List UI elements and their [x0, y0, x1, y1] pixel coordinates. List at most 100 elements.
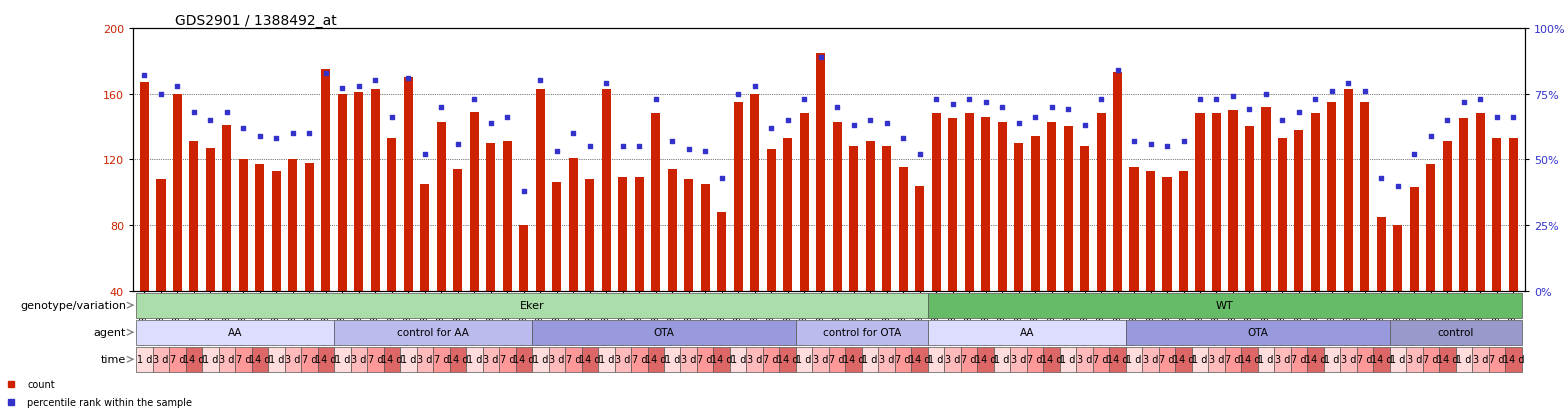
Bar [1031, 137, 1040, 291]
Bar [1390, 320, 1522, 345]
Bar [350, 347, 368, 372]
Point [511, 188, 536, 195]
Bar [1323, 347, 1340, 372]
Point [214, 109, 239, 116]
Point [1320, 88, 1345, 95]
Bar [582, 347, 597, 372]
Text: 7 d: 7 d [368, 354, 383, 364]
Bar [1129, 168, 1139, 291]
Bar [665, 347, 680, 372]
Text: 7 d: 7 d [1028, 354, 1043, 364]
Bar [400, 347, 416, 372]
Text: 14 d: 14 d [513, 354, 535, 364]
Text: 1 d: 1 d [730, 354, 746, 364]
Bar [1373, 347, 1390, 372]
Bar [222, 126, 231, 291]
Point [1336, 81, 1361, 87]
Bar [618, 178, 627, 291]
Bar [532, 320, 796, 345]
Bar [849, 147, 859, 291]
Bar [206, 148, 214, 291]
Point [791, 96, 816, 103]
Point [247, 133, 272, 140]
Bar [993, 347, 1010, 372]
Text: 3 d: 3 d [1209, 354, 1225, 364]
Text: 3 d: 3 d [1340, 354, 1356, 364]
Text: 7 d: 7 d [302, 354, 317, 364]
Bar [635, 178, 644, 291]
Bar [371, 90, 380, 291]
Bar [1126, 320, 1390, 345]
Point [857, 117, 882, 124]
Bar [718, 212, 726, 291]
Text: control: control [1437, 328, 1473, 337]
Point [461, 96, 486, 103]
Bar [1423, 347, 1439, 372]
Bar [1409, 188, 1419, 291]
Point [1469, 96, 1494, 103]
Bar [404, 78, 413, 291]
Bar [766, 150, 776, 291]
Text: 14 d: 14 d [909, 354, 931, 364]
Text: 1 d: 1 d [1325, 354, 1340, 364]
Bar [239, 160, 249, 291]
Bar [1010, 347, 1028, 372]
Text: Eker: Eker [519, 300, 544, 311]
Bar [1212, 114, 1221, 291]
Text: control for AA: control for AA [397, 328, 469, 337]
Text: 1 d: 1 d [995, 354, 1010, 364]
Point [1006, 120, 1031, 126]
Bar [1126, 347, 1142, 372]
Bar [302, 347, 317, 372]
Point [577, 143, 602, 150]
Bar [927, 347, 945, 372]
Bar [1311, 114, 1320, 291]
Text: agent: agent [94, 328, 127, 337]
Text: 3 d: 3 d [879, 354, 895, 364]
Bar [1093, 347, 1109, 372]
Bar [701, 185, 710, 291]
Bar [751, 95, 759, 291]
Bar [1308, 347, 1323, 372]
Text: 7 d: 7 d [1093, 354, 1109, 364]
Point [1154, 143, 1179, 150]
Bar [469, 112, 479, 291]
Point [494, 115, 519, 121]
Point [363, 78, 388, 85]
Bar [169, 347, 186, 372]
Text: 3 d: 3 d [945, 354, 960, 364]
Bar [1328, 102, 1337, 291]
Text: 7 d: 7 d [763, 354, 779, 364]
Bar [948, 119, 957, 291]
Bar [1225, 347, 1242, 372]
Point [264, 135, 289, 142]
Bar [139, 83, 149, 291]
Point [1139, 141, 1164, 147]
Point [940, 102, 965, 108]
Text: 14 d: 14 d [843, 354, 865, 364]
Text: 7 d: 7 d [1489, 354, 1505, 364]
Text: 1 d: 1 d [1192, 354, 1207, 364]
Text: 14 d: 14 d [1040, 354, 1062, 364]
Text: 14 d: 14 d [1503, 354, 1523, 364]
Text: 1 d: 1 d [665, 354, 680, 364]
Bar [1242, 347, 1257, 372]
Text: 3 d: 3 d [1473, 354, 1487, 364]
Bar [335, 320, 532, 345]
Bar [235, 347, 252, 372]
Bar [1492, 139, 1501, 291]
Bar [630, 347, 647, 372]
Bar [252, 347, 267, 372]
Text: 1 d: 1 d [269, 354, 285, 364]
Point [1187, 96, 1212, 103]
Bar [1028, 347, 1043, 372]
Bar [516, 347, 532, 372]
Text: percentile rank within the sample: percentile rank within the sample [28, 397, 192, 407]
Point [313, 70, 338, 77]
Text: 1 d: 1 d [1390, 354, 1406, 364]
Bar [1295, 131, 1303, 291]
Bar [383, 347, 400, 372]
Point [199, 117, 224, 124]
Bar [1245, 127, 1254, 291]
Bar [915, 186, 924, 291]
